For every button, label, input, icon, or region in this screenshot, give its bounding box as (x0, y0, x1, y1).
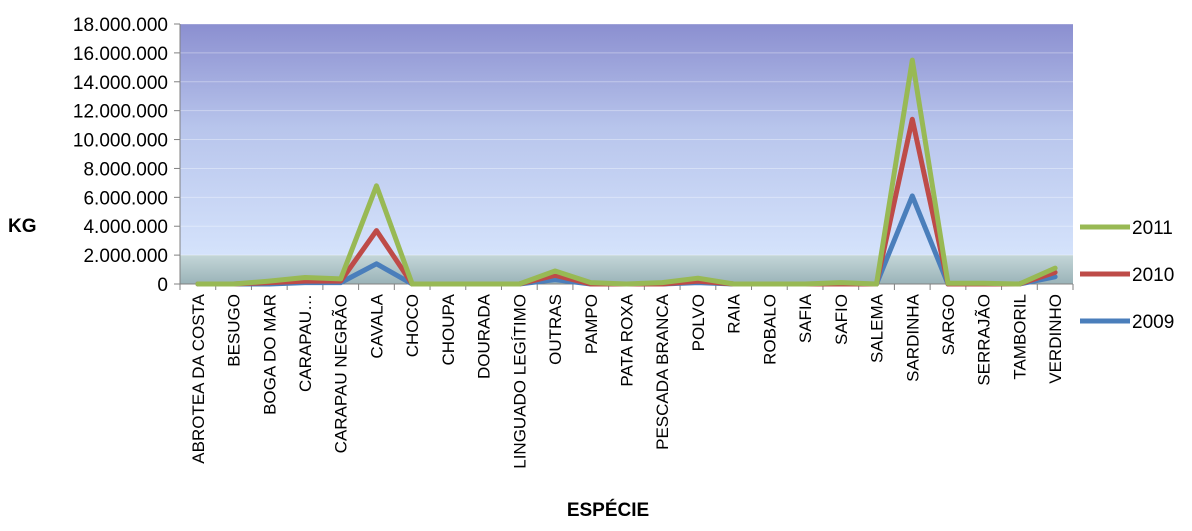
y-tick-label: 16.000.000 (73, 44, 168, 65)
x-tick-label: CARAPAU… (296, 294, 315, 392)
y-tick-label: 2.000.000 (83, 246, 168, 267)
x-tick-label: PESCADA BRANCA (653, 293, 672, 450)
series-line-2011 (195, 57, 1058, 287)
x-tick-label: VERDINHO (1046, 294, 1065, 384)
legend-label: 2010 (1132, 265, 1174, 286)
x-tick-label: PATA ROXA (618, 293, 637, 386)
x-tick-label: CAVALA (367, 293, 386, 358)
y-tick-label: 14.000.000 (73, 73, 168, 94)
x-tick-label: DOURADA (475, 293, 494, 379)
legend-item-2011: 2011 (1080, 218, 1173, 239)
legend: 2011 2010 2009 (1080, 218, 1174, 333)
y-tick-label: 8.000.000 (83, 159, 168, 180)
x-tick-label: OUTRAS (546, 294, 565, 365)
x-tick-label: SARGO (939, 294, 958, 355)
x-tick-label: LINGUADO LEGÍTIMO (510, 294, 529, 469)
y-tick-label: 4.000.000 (83, 217, 168, 238)
legend-label: 2009 (1132, 312, 1174, 333)
legend-item-2010: 2010 (1080, 265, 1174, 286)
x-tick-label: SALEMA (868, 293, 887, 363)
y-axis-title: KG (8, 216, 37, 237)
x-tick-label: ROBALO (760, 294, 779, 365)
x-tick-label: POLVO (689, 294, 708, 351)
x-tick-label: BOGA DO MAR (260, 294, 279, 415)
x-axis-title: ESPÉCIE (567, 499, 649, 521)
x-tick-label: CARAPAU NEGRÃO (332, 294, 351, 453)
x-tick-label: SAFIO (832, 294, 851, 345)
x-tick-label: SARDINHA (903, 293, 922, 382)
x-tick-label: BESUGO (225, 294, 244, 367)
x-tick-label: SAFIA (796, 293, 815, 343)
x-tick-label: TAMBORIL (1010, 294, 1029, 380)
x-tick-label: PAMPO (582, 294, 601, 354)
plot-area (180, 24, 1073, 284)
x-tick-label: RAIA (725, 293, 744, 333)
x-tick-label: CHOUPA (439, 293, 458, 365)
x-tick-label: CHOCO (403, 294, 422, 357)
x-tick-label: SERRAJÃO (975, 294, 994, 386)
x-tick-label: ABROTEA DA COSTA (189, 293, 208, 463)
y-tick-label: 6.000.000 (83, 188, 168, 209)
y-tick-label: 10.000.000 (73, 131, 168, 152)
y-tick-label: 12.000.000 (73, 102, 168, 123)
legend-label: 2011 (1132, 218, 1173, 239)
legend-item-2009: 2009 (1080, 312, 1174, 333)
y-tick-label: 18.000.000 (73, 15, 168, 36)
y-tick-label: 0 (157, 275, 168, 296)
